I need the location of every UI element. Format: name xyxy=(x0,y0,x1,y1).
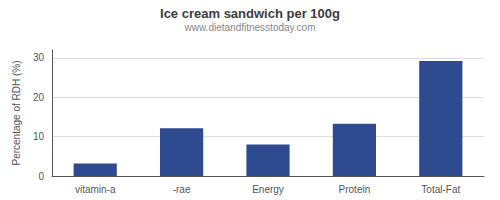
svg-text:-rae: -rae xyxy=(173,184,191,195)
svg-text:Ice cream sandwich per 100g: Ice cream sandwich per 100g xyxy=(160,6,340,21)
svg-text:Percentage of RDH (%): Percentage of RDH (%) xyxy=(11,60,22,165)
svg-text:vitamin-a: vitamin-a xyxy=(75,184,116,195)
svg-text:10: 10 xyxy=(33,131,45,142)
svg-text:www.dietandfitnesstoday.com: www.dietandfitnesstoday.com xyxy=(184,22,316,33)
svg-text:0: 0 xyxy=(38,171,44,182)
svg-text:20: 20 xyxy=(33,92,45,103)
svg-text:Energy: Energy xyxy=(252,184,284,195)
svg-text:Protein: Protein xyxy=(339,184,371,195)
svg-text:Total-Fat: Total-Fat xyxy=(421,184,460,195)
svg-text:30: 30 xyxy=(33,52,45,63)
